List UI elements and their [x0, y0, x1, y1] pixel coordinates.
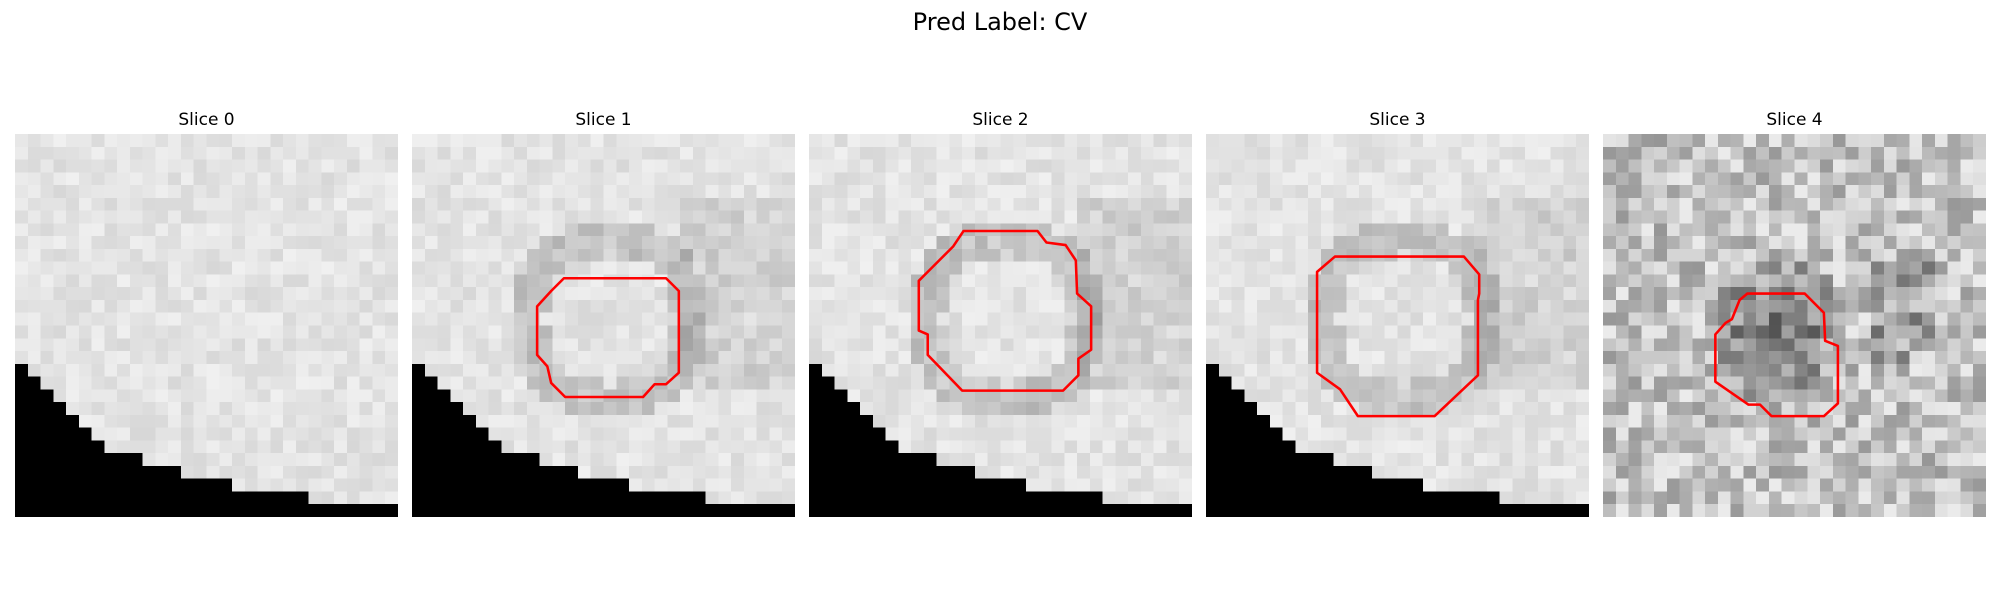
slice-title: Slice 3: [1369, 110, 1426, 130]
segmentation-contour: [1714, 292, 1840, 418]
slice-panel-3: Slice 3: [1206, 110, 1589, 517]
slice-title: Slice 4: [1766, 110, 1823, 130]
slice-image: [412, 134, 795, 517]
slice-title: Slice 1: [575, 110, 632, 130]
slice-panel-0: Slice 0: [15, 110, 398, 517]
figure-title: Pred Label: CV: [912, 8, 1088, 36]
slice-image: [1206, 134, 1589, 517]
slice-panel-2: Slice 2: [809, 110, 1192, 517]
segmentation-contour: [1315, 255, 1481, 418]
slice-title: Slice 2: [972, 110, 1029, 130]
segmentation-contour: [917, 229, 1093, 392]
slice-panel-4: Slice 4: [1603, 110, 1986, 517]
slice-image: [15, 134, 398, 517]
segmentation-contour: [535, 276, 681, 399]
slice-image: [809, 134, 1192, 517]
slice-title: Slice 0: [178, 110, 235, 130]
slice-panel-1: Slice 1: [412, 110, 795, 517]
slice-image: [1603, 134, 1986, 517]
